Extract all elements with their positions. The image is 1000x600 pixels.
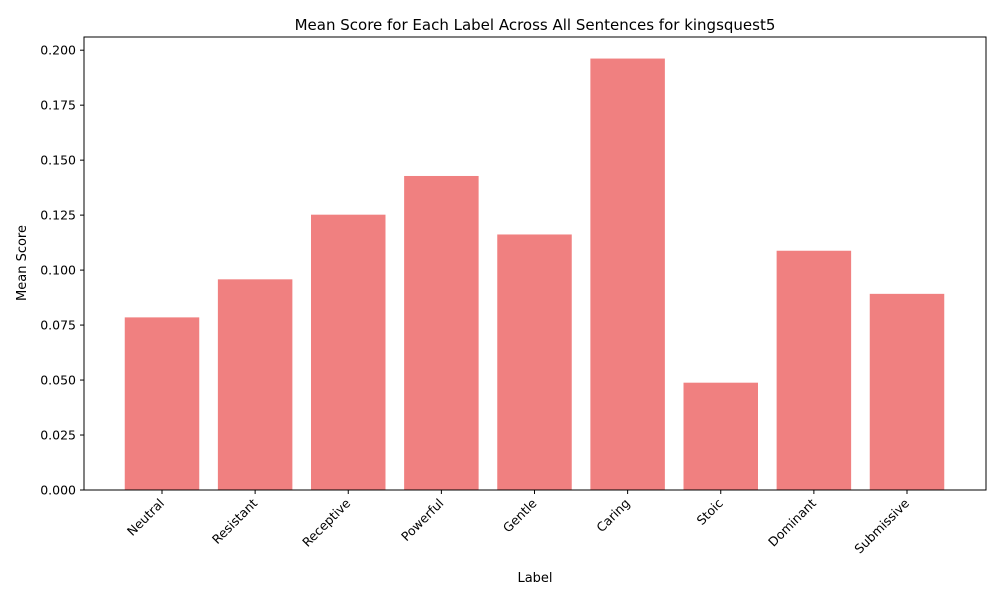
bar-powerful	[404, 175, 479, 490]
y-tick-label: 0.100	[40, 263, 76, 278]
y-tick-label: 0.125	[40, 208, 76, 223]
y-tick-label: 0.000	[40, 483, 76, 498]
y-tick-label: 0.150	[40, 153, 76, 168]
bar-gentle	[497, 234, 572, 490]
x-tick-label-powerful: Powerful	[398, 496, 447, 545]
x-tick-label-stoic: Stoic	[693, 495, 725, 527]
bar-resistant	[217, 279, 293, 490]
y-tick-label: 0.025	[40, 428, 76, 443]
bar-caring	[590, 58, 665, 491]
x-tick-label-gentle: Gentle	[500, 495, 540, 535]
y-tick-label: 0.200	[40, 43, 76, 58]
bar-dominant	[776, 250, 852, 490]
x-tick-label-caring: Caring	[593, 496, 632, 535]
chart-title: Mean Score for Each Label Across All Sen…	[295, 16, 776, 34]
plot-frame	[83, 36, 987, 491]
x-tick-label-resistant: Resistant	[209, 495, 260, 546]
x-axis-label: Label	[517, 571, 552, 586]
y-axis-label: Mean Score	[15, 225, 30, 301]
x-tick-label-neutral: Neutral	[124, 496, 167, 539]
y-tick-label: 0.075	[40, 318, 76, 333]
bar-receptive	[311, 214, 386, 490]
bars-group	[124, 58, 945, 491]
bar-stoic	[683, 382, 758, 490]
x-axis: Neutral Resistant Receptive Powerful Gentle C…	[124, 490, 912, 556]
x-tick-label-receptive: Receptive	[299, 495, 354, 550]
bar-submissive	[869, 293, 945, 490]
y-axis: 0.000 0.025 0.050 0.075 0.100 0.125 0.150 0.175…	[40, 43, 84, 498]
y-tick-label: 0.050	[40, 373, 76, 388]
bar-neutral	[124, 317, 200, 490]
y-tick-label: 0.175	[40, 98, 76, 113]
x-tick-label-dominant: Dominant	[765, 495, 819, 549]
x-tick-label-submissive: Submissive	[851, 495, 912, 556]
